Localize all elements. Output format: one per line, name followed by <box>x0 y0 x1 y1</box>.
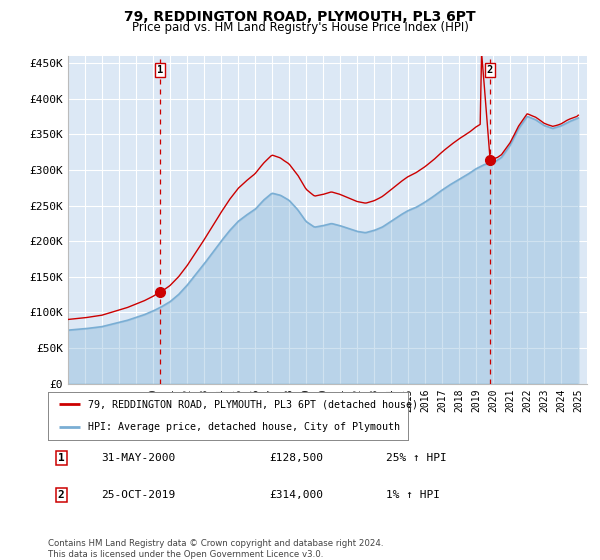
Text: 1: 1 <box>157 66 163 75</box>
Text: Contains HM Land Registry data © Crown copyright and database right 2024.
This d: Contains HM Land Registry data © Crown c… <box>48 539 383 559</box>
Text: 25-OCT-2019: 25-OCT-2019 <box>101 490 175 500</box>
Text: Price paid vs. HM Land Registry's House Price Index (HPI): Price paid vs. HM Land Registry's House … <box>131 21 469 34</box>
Text: HPI: Average price, detached house, City of Plymouth: HPI: Average price, detached house, City… <box>88 422 400 432</box>
Text: 1: 1 <box>58 453 65 463</box>
Text: 2: 2 <box>487 66 493 75</box>
Text: 25% ↑ HPI: 25% ↑ HPI <box>386 453 446 463</box>
Text: 79, REDDINGTON ROAD, PLYMOUTH, PL3 6PT: 79, REDDINGTON ROAD, PLYMOUTH, PL3 6PT <box>124 10 476 24</box>
Text: 1% ↑ HPI: 1% ↑ HPI <box>386 490 440 500</box>
Text: 31-MAY-2000: 31-MAY-2000 <box>101 453 175 463</box>
Text: £314,000: £314,000 <box>270 490 324 500</box>
Text: 79, REDDINGTON ROAD, PLYMOUTH, PL3 6PT (detached house): 79, REDDINGTON ROAD, PLYMOUTH, PL3 6PT (… <box>88 399 418 409</box>
Text: 2: 2 <box>58 490 65 500</box>
Text: £128,500: £128,500 <box>270 453 324 463</box>
